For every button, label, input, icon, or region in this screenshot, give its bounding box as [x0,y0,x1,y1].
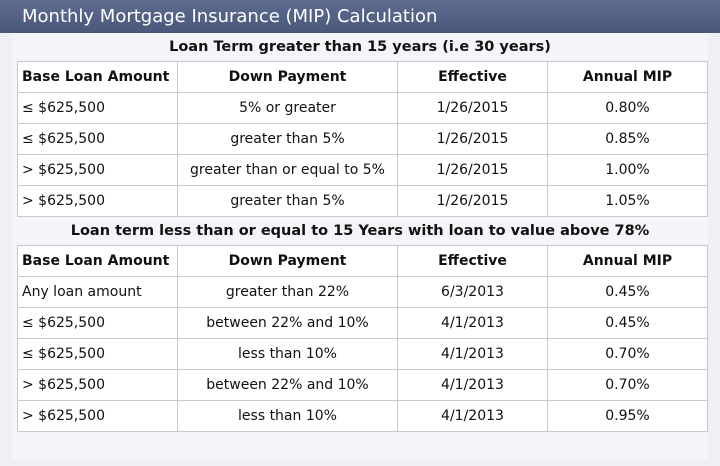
header-down-payment: Down Payment [177,61,398,93]
base-loan-amount-cell: ≤ $625,500 [17,307,178,339]
down-payment-cell: 5% or greater [177,92,398,124]
header-effective: Effective [397,61,548,93]
base-loan-amount-cell: > $625,500 [17,400,178,432]
base-loan-amount-cell: Any loan amount [17,276,178,308]
annual-mip-cell: 0.70% [547,338,708,370]
effective-date-cell: 1/26/2015 [397,123,548,155]
annual-mip-cell: 0.85% [547,123,708,155]
effective-date-cell: 4/1/2013 [397,307,548,339]
base-loan-amount-cell: ≤ $625,500 [17,338,178,370]
down-payment-cell: greater than 5% [177,185,398,217]
annual-mip-cell: 0.70% [547,369,708,401]
down-payment-cell: less than 10% [177,338,398,370]
base-loan-amount-cell: > $625,500 [17,185,178,217]
annual-mip-cell: 1.05% [547,185,708,217]
tables-container: Loan Term greater than 15 years (i.e 30 … [12,33,708,459]
down-payment-cell: less than 10% [177,400,398,432]
annual-mip-cell: 0.80% [547,92,708,124]
annual-mip-cell: 0.45% [547,307,708,339]
effective-date-cell: 1/26/2015 [397,154,548,186]
table-header-row: Base Loan Amount Down Payment Effective … [17,61,708,93]
section-heading-long-term: Loan Term greater than 15 years (i.e 30 … [12,33,708,61]
table-row: > $625,500 between 22% and 10% 4/1/2013 … [17,369,708,401]
base-loan-amount-cell: ≤ $625,500 [17,123,178,155]
annual-mip-cell: 1.00% [547,154,708,186]
effective-date-cell: 1/26/2015 [397,92,548,124]
table-row: Any loan amount greater than 22% 6/3/201… [17,276,708,308]
effective-date-cell: 6/3/2013 [397,276,548,308]
mip-table-long-term: Base Loan Amount Down Payment Effective … [17,61,708,217]
down-payment-cell: between 22% and 10% [177,307,398,339]
header-base-loan-amount: Base Loan Amount [17,245,178,277]
effective-date-cell: 4/1/2013 [397,338,548,370]
effective-date-cell: 1/26/2015 [397,185,548,217]
header-down-payment: Down Payment [177,245,398,277]
table-row: ≤ $625,500 5% or greater 1/26/2015 0.80% [17,92,708,124]
table-header-row: Base Loan Amount Down Payment Effective … [17,245,708,277]
down-payment-cell: between 22% and 10% [177,369,398,401]
effective-date-cell: 4/1/2013 [397,400,548,432]
table-row: > $625,500 less than 10% 4/1/2013 0.95% [17,400,708,432]
header-annual-mip: Annual MIP [547,61,708,93]
down-payment-cell: greater than 22% [177,276,398,308]
header-annual-mip: Annual MIP [547,245,708,277]
table-row: ≤ $625,500 less than 10% 4/1/2013 0.70% [17,338,708,370]
base-loan-amount-cell: > $625,500 [17,369,178,401]
header-effective: Effective [397,245,548,277]
table-row: > $625,500 greater than or equal to 5% 1… [17,154,708,186]
mip-table-short-term: Base Loan Amount Down Payment Effective … [17,245,708,432]
table-row: ≤ $625,500 greater than 5% 1/26/2015 0.8… [17,123,708,155]
header-base-loan-amount: Base Loan Amount [17,61,178,93]
down-payment-cell: greater than or equal to 5% [177,154,398,186]
down-payment-cell: greater than 5% [177,123,398,155]
table-row: ≤ $625,500 between 22% and 10% 4/1/2013 … [17,307,708,339]
section-heading-short-term: Loan term less than or equal to 15 Years… [12,217,708,245]
effective-date-cell: 4/1/2013 [397,369,548,401]
page-title: Monthly Mortgage Insurance (MIP) Calcula… [0,0,720,33]
annual-mip-cell: 0.95% [547,400,708,432]
base-loan-amount-cell: ≤ $625,500 [17,92,178,124]
annual-mip-cell: 0.45% [547,276,708,308]
base-loan-amount-cell: > $625,500 [17,154,178,186]
table-row: > $625,500 greater than 5% 1/26/2015 1.0… [17,185,708,217]
